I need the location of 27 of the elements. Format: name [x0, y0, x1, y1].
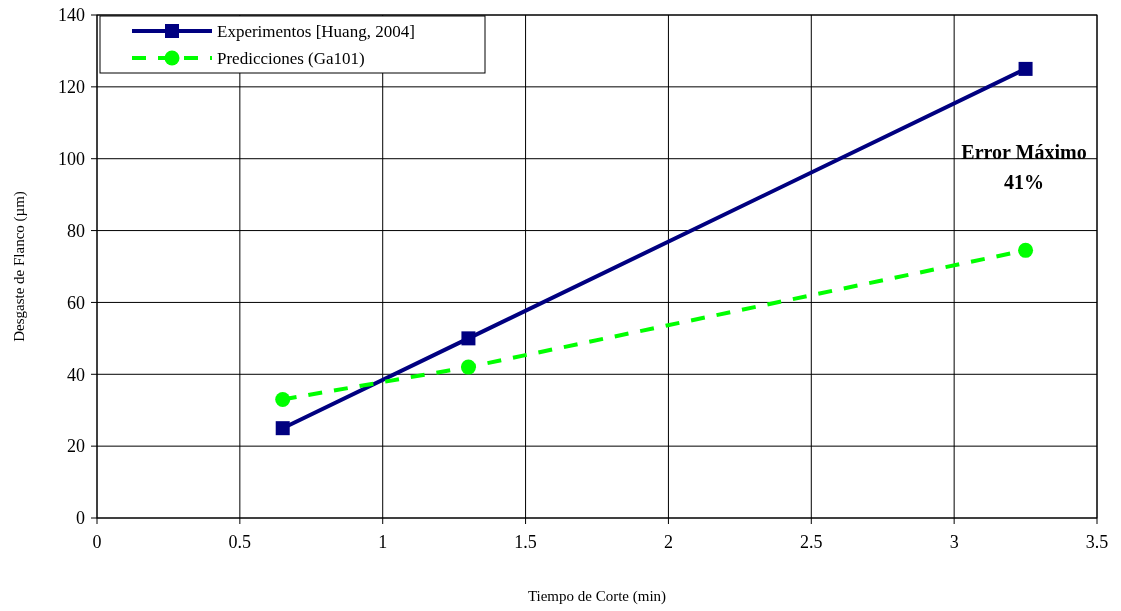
x-tick-label: 0.5 [228, 532, 252, 552]
y-tick-label: 60 [67, 292, 85, 313]
y-tick-label: 80 [67, 220, 85, 241]
x-tick-label: 2 [663, 532, 673, 552]
point [1018, 61, 1033, 76]
annotation: Error Máximo 41% [961, 141, 1087, 193]
legend-label: Predicciones (Ga101) [217, 48, 365, 68]
point [275, 391, 291, 407]
legend-label: Experimentos [Huang, 2004] [217, 21, 415, 41]
point [275, 421, 290, 436]
y-tick-label: 20 [67, 436, 85, 457]
x-tick-label: 1.5 [514, 532, 537, 552]
y-tick-label: 100 [58, 149, 85, 170]
y-axis-title: Desgaste de Flanco (µm) [11, 191, 28, 342]
x-axis-title: Tiempo de Corte (min) [527, 588, 667, 605]
y-tick-label: 0 [76, 508, 85, 529]
point [460, 359, 476, 375]
x-tick-label: 0 [92, 532, 102, 552]
x-tick-label: 3 [949, 532, 959, 552]
point [1018, 242, 1034, 258]
x-tick-label: 2.5 [800, 532, 823, 552]
x-tick-label: 3.5 [1085, 532, 1109, 552]
x-tick-label: 1 [378, 532, 388, 552]
y-tick-label: 140 [58, 5, 85, 26]
y-tick-label: 40 [67, 364, 85, 385]
y-tick-label: 120 [58, 77, 85, 98]
point [461, 331, 476, 346]
